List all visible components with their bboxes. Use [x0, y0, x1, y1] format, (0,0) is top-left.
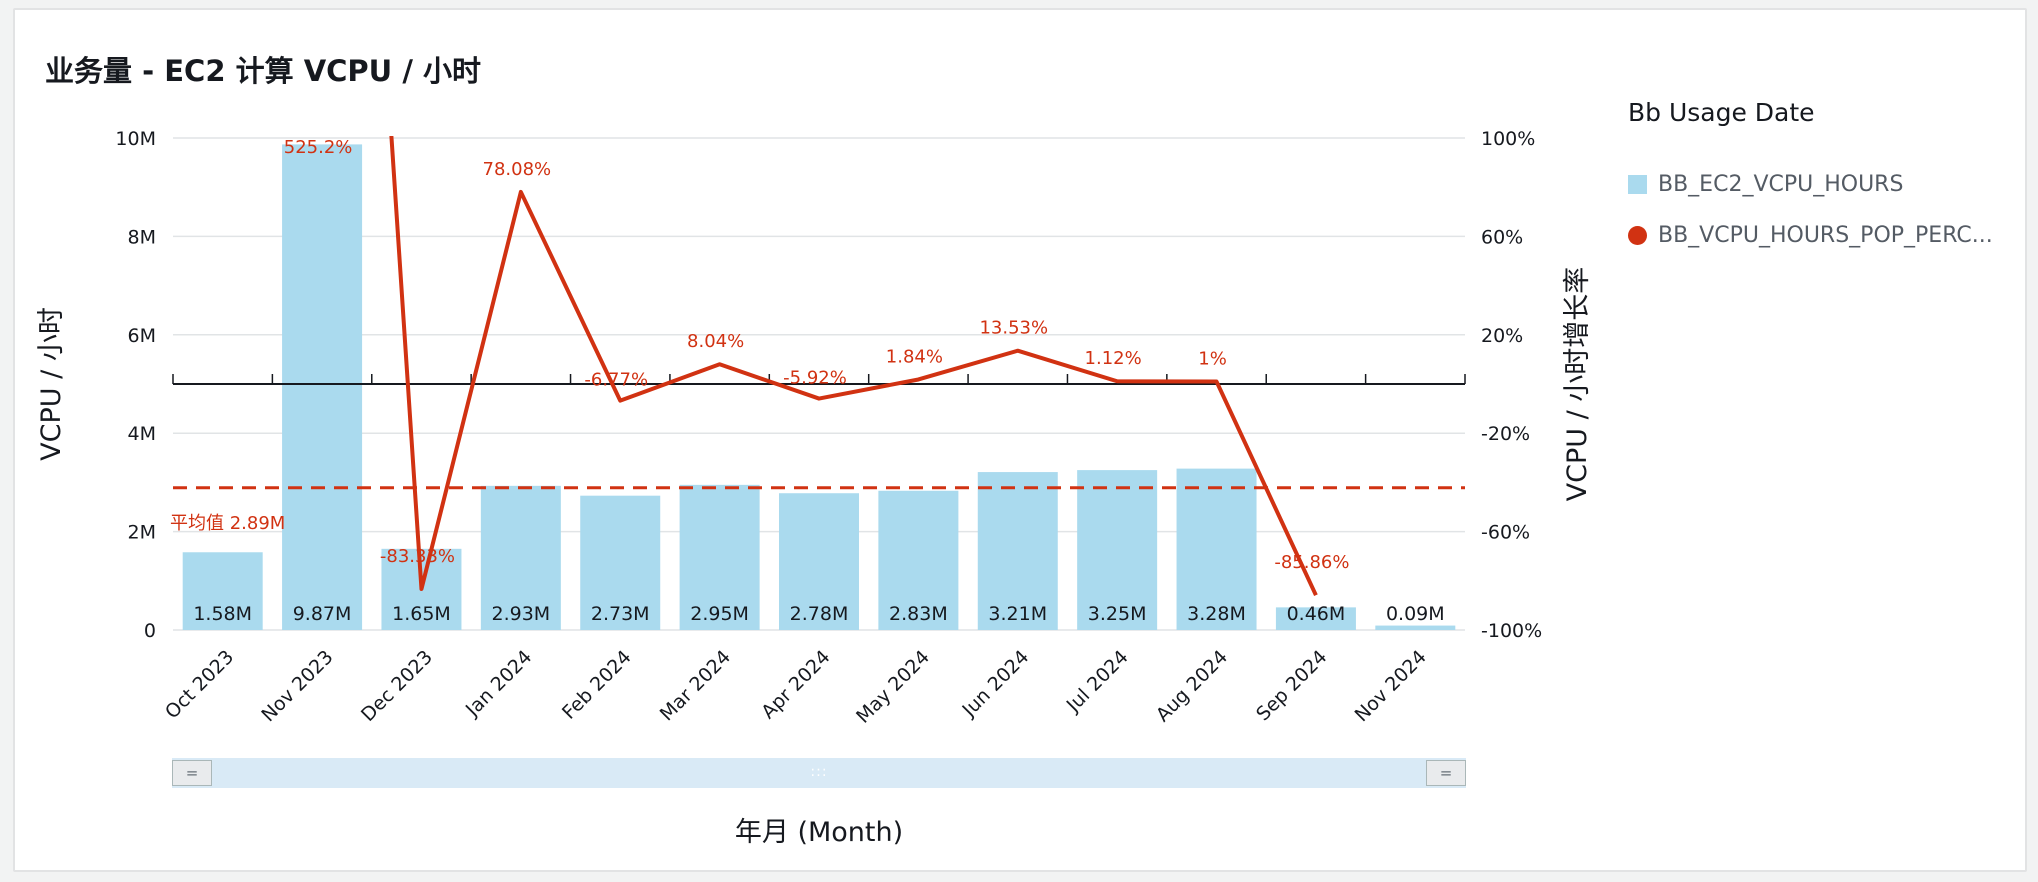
- y2-tick-label: -60%: [1481, 522, 1530, 544]
- legend-swatch-circle-icon: [1628, 226, 1647, 245]
- legend-label-bars: BB_EC2_VCPU_HOURS: [1658, 172, 1904, 197]
- bar-value-label: 3.28M: [1187, 603, 1246, 625]
- bar: [282, 144, 363, 630]
- x-tick-label: May 2024: [852, 646, 934, 728]
- y2-tick-label: -20%: [1481, 423, 1530, 445]
- legend-item-bars[interactable]: BB_EC2_VCPU_HOURS: [1628, 172, 1903, 197]
- x-tick-label: Mar 2024: [656, 646, 735, 725]
- bar: [580, 495, 661, 630]
- bar: [779, 493, 859, 630]
- line-value-label: 525.2%: [284, 137, 353, 158]
- y-tick-label: 8M: [128, 226, 156, 248]
- x-tick-label: Feb 2024: [558, 646, 636, 724]
- x-tick-label: Nov 2023: [257, 646, 337, 726]
- y-tick-label: 2M: [128, 522, 156, 544]
- line-value-label: -85.86%: [1274, 552, 1349, 573]
- bar: [679, 484, 760, 630]
- y2-tick-label: 100%: [1481, 128, 1535, 150]
- y2-axis-title: VCPU / 小时增长率: [1562, 267, 1593, 502]
- bar-value-label: 2.73M: [591, 603, 650, 625]
- bar: [1375, 625, 1456, 630]
- line-value-label: 1.84%: [886, 346, 943, 367]
- y-tick-label: 6M: [128, 325, 156, 347]
- line-value-label: 78.08%: [483, 159, 552, 180]
- bar-value-label: 3.21M: [988, 603, 1047, 625]
- bar-value-label: 2.95M: [690, 603, 749, 625]
- line-value-label: 1%: [1198, 349, 1227, 370]
- y-tick-label: 0: [144, 620, 156, 642]
- line-value-label: -6.77%: [584, 370, 648, 391]
- legend-swatch-square-icon: [1628, 175, 1647, 194]
- y2-tick-label: 60%: [1481, 226, 1523, 248]
- y-tick-label: 4M: [128, 423, 156, 445]
- legend-label-line: BB_VCPU_HOURS_POP_PERC...: [1658, 223, 1993, 248]
- scroll-right-handle[interactable]: =: [1426, 760, 1466, 786]
- y-axis-title: VCPU / 小时: [36, 307, 67, 461]
- range-scrollbar[interactable]: = ::: =: [172, 758, 1466, 788]
- bar: [480, 485, 561, 630]
- y-tick-label: 10M: [115, 128, 156, 150]
- bar-value-label: 0.09M: [1386, 603, 1445, 625]
- line-value-label: -5.92%: [783, 368, 847, 389]
- line-value-label: 8.04%: [687, 331, 744, 352]
- bar: [1077, 470, 1158, 630]
- scroll-left-handle[interactable]: =: [172, 760, 212, 786]
- x-tick-label: Apr 2024: [757, 646, 834, 723]
- chart-title: 业务量 - EC2 计算 VCPU / 小时: [45, 54, 482, 88]
- x-tick-label: Nov 2024: [1351, 646, 1431, 726]
- bar-value-label: 9.87M: [293, 603, 352, 625]
- line-value-label: -83.33%: [380, 546, 455, 567]
- average-label: 平均值 2.89M: [170, 513, 285, 534]
- scroll-grip-icon[interactable]: :::: [810, 764, 828, 780]
- x-tick-label: Jul 2024: [1062, 646, 1133, 717]
- bar-value-label: 1.58M: [193, 603, 252, 625]
- x-tick-label: Jan 2024: [461, 646, 536, 721]
- legend-item-line[interactable]: BB_VCPU_HOURS_POP_PERC...: [1628, 223, 1993, 248]
- x-tick-label: Aug 2024: [1152, 646, 1232, 726]
- bar: [1275, 607, 1356, 630]
- bar-value-label: 1.65M: [392, 603, 451, 625]
- y2-tick-label: 20%: [1481, 325, 1523, 347]
- line-value-label: 1.12%: [1085, 348, 1142, 369]
- bar: [977, 472, 1058, 630]
- x-axis-title: 年月 (Month): [735, 817, 903, 848]
- legend-title: Bb Usage Date: [1628, 98, 1815, 127]
- bar-value-label: 2.83M: [889, 603, 948, 625]
- growth-line: [389, 136, 1318, 597]
- bar-value-label: 2.78M: [790, 603, 849, 625]
- bar-value-label: 2.93M: [491, 603, 550, 625]
- x-tick-label: Dec 2023: [357, 646, 437, 726]
- line-value-label: 13.53%: [979, 318, 1048, 339]
- x-tick-label: Jun 2024: [958, 646, 1034, 722]
- x-tick-label: Sep 2024: [1252, 646, 1331, 725]
- bar: [1176, 468, 1257, 630]
- y2-tick-label: -100%: [1481, 620, 1542, 642]
- bar-value-label: 0.46M: [1287, 603, 1346, 625]
- bar: [182, 552, 263, 630]
- bar: [878, 490, 959, 630]
- bar-value-label: 3.25M: [1088, 603, 1147, 625]
- x-tick-label: Oct 2023: [161, 646, 238, 723]
